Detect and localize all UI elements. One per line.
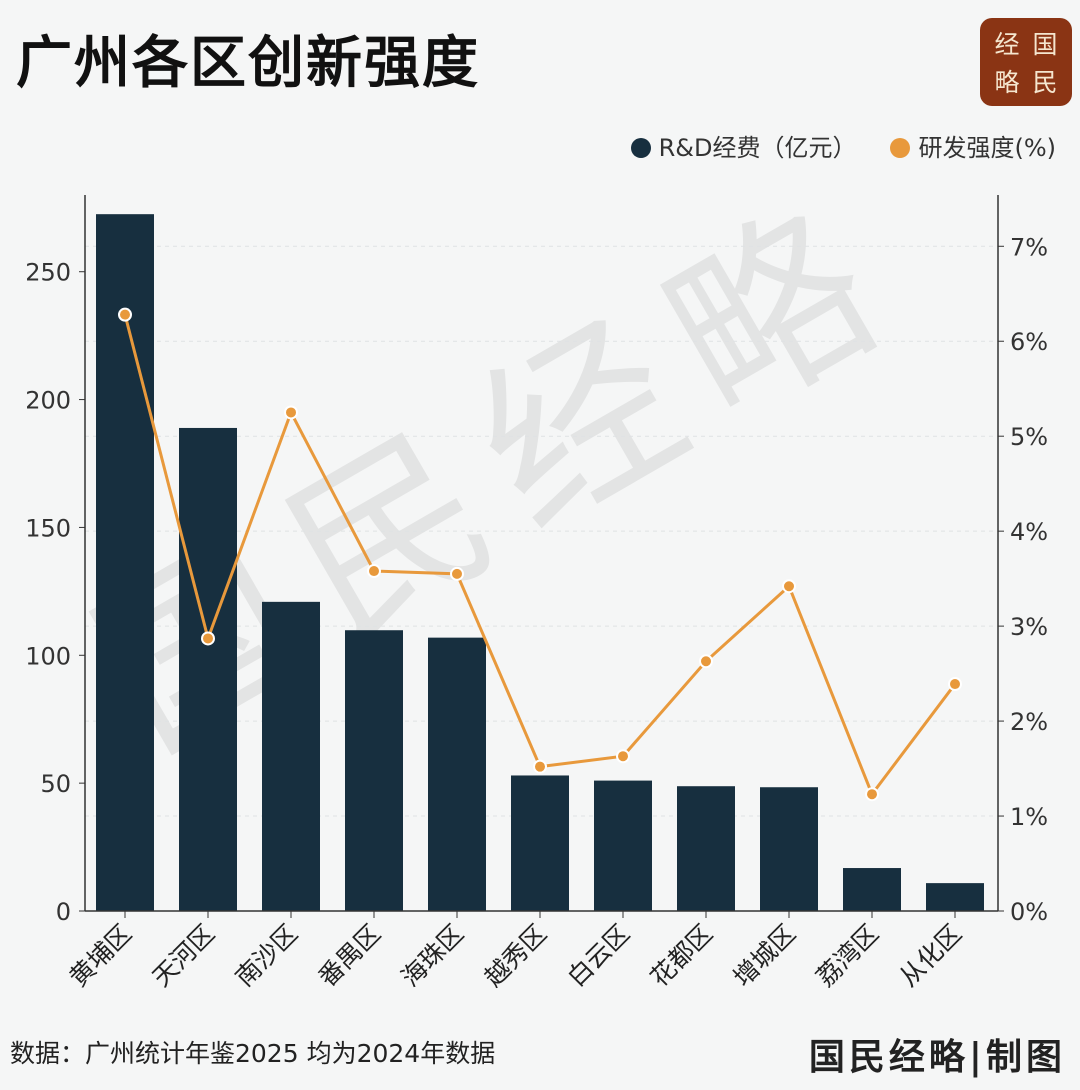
legend-dot-icon xyxy=(890,138,911,158)
bar-海珠区 xyxy=(428,637,486,911)
logo-char: 民 xyxy=(1032,68,1058,97)
left-tick-label: 200 xyxy=(25,387,71,415)
legend-item-rd: R&D经费（亿元） xyxy=(630,128,857,163)
legend-dot-icon xyxy=(630,138,651,158)
point-白云区 xyxy=(616,749,630,764)
source-note: 数据：广州统计年鉴2025 均为2024年数据 xyxy=(10,1039,496,1068)
right-tick-label: 6% xyxy=(1010,328,1048,356)
brand-credit: 国民经略|制图 xyxy=(808,1036,1066,1078)
intensity-line xyxy=(123,314,957,798)
x-tick-label: 天河区 xyxy=(147,919,221,993)
point-天河区 xyxy=(201,631,215,646)
right-tick-label: 3% xyxy=(1010,613,1048,641)
legend-label: 研发强度(%) xyxy=(918,134,1056,162)
point-海珠区 xyxy=(450,566,464,581)
point-番禺区 xyxy=(367,564,381,579)
x-tick-label: 花都区 xyxy=(645,919,719,993)
x-tick-label: 白云区 xyxy=(562,919,636,993)
bar-番禺区 xyxy=(345,630,403,911)
point-越秀区 xyxy=(533,759,547,774)
bar-南沙区 xyxy=(262,601,320,911)
point-从化区 xyxy=(948,677,962,692)
x-tick-label: 海珠区 xyxy=(396,919,470,993)
point-花都区 xyxy=(699,654,713,669)
legend-item-intensity: 研发强度(%) xyxy=(890,128,1056,163)
bar-天河区 xyxy=(179,427,237,911)
chart-title: 广州各区创新强度 xyxy=(16,31,480,96)
left-tick-label: 50 xyxy=(40,770,71,798)
x-tick-label: 南沙区 xyxy=(230,919,304,993)
bar-越秀区 xyxy=(511,775,569,911)
bar-从化区 xyxy=(926,883,984,911)
x-tick-label: 番禺区 xyxy=(313,919,387,993)
right-tick-label: 0% xyxy=(1010,898,1048,926)
bar-荔湾区 xyxy=(843,868,901,911)
bar-花都区 xyxy=(677,786,735,911)
left-tick-label: 0 xyxy=(56,898,71,926)
logo-char: 经 xyxy=(994,30,1020,59)
bar-黄埔区 xyxy=(96,214,154,911)
x-tick-label: 从化区 xyxy=(894,919,968,993)
right-tick-label: 1% xyxy=(1010,803,1048,831)
right-tick-label: 5% xyxy=(1010,423,1048,451)
left-tick-label: 100 xyxy=(25,642,71,670)
legend: R&D经费（亿元） 研发强度(%) xyxy=(630,128,1056,163)
left-tick-label: 250 xyxy=(25,259,71,287)
brand-logo: 经 国 略 民 xyxy=(980,18,1072,106)
right-tick-label: 4% xyxy=(1010,518,1048,546)
legend-label: R&D经费（亿元） xyxy=(658,134,857,162)
point-增城区 xyxy=(782,579,796,594)
bar-白云区 xyxy=(594,780,652,911)
point-南沙区 xyxy=(284,405,298,420)
x-tick-label: 黄埔区 xyxy=(64,919,138,993)
right-tick-label: 2% xyxy=(1010,708,1048,736)
point-荔湾区 xyxy=(865,787,879,802)
right-tick-label: 7% xyxy=(1010,233,1048,261)
logo-char: 国 xyxy=(1032,30,1058,59)
point-黄埔区 xyxy=(118,307,132,322)
x-tick-label: 越秀区 xyxy=(479,919,553,993)
bar-增城区 xyxy=(760,787,818,911)
x-tick-label: 增城区 xyxy=(728,919,802,993)
left-tick-label: 150 xyxy=(25,514,71,542)
logo-char: 略 xyxy=(994,68,1020,97)
x-tick-label: 荔湾区 xyxy=(811,919,885,993)
